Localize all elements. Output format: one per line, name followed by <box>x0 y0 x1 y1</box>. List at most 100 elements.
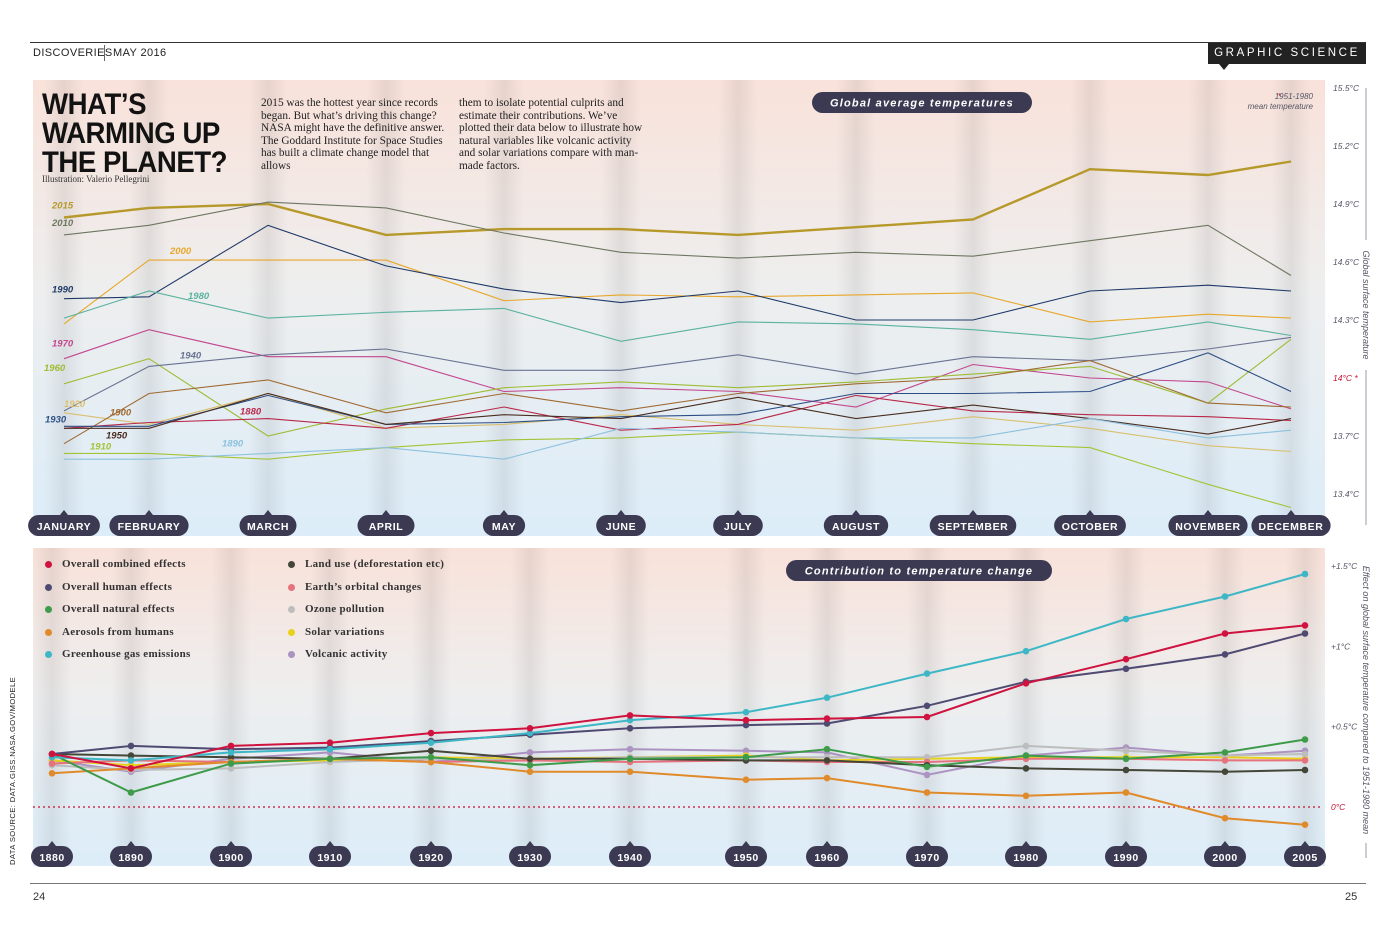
decade-pill <box>210 846 252 867</box>
contribution-point <box>626 725 634 732</box>
contribution-point <box>526 729 534 737</box>
month-pill <box>929 515 1017 536</box>
month-pill <box>482 515 526 536</box>
contribution-point <box>526 761 534 769</box>
month-name: SEPTEMBER <box>938 521 1009 533</box>
year-fold <box>1006 548 1046 866</box>
pill-pointer-icon <box>734 510 742 515</box>
legend-label: Volcanic activity <box>305 648 388 660</box>
year-fold <box>726 548 766 866</box>
decade-text: 1920 <box>418 852 443 864</box>
pill-pointer-icon <box>1204 510 1212 515</box>
month-fold <box>366 80 406 536</box>
month-name: AUGUST <box>832 521 880 533</box>
month-name: JULY <box>724 521 752 533</box>
contribution-point <box>48 770 56 777</box>
y2-tick-label: 0°C <box>1331 802 1346 812</box>
contribution-point <box>923 753 931 761</box>
contribution-point <box>427 753 435 761</box>
title-pill <box>786 560 1052 581</box>
decade-text: 1970 <box>914 852 939 864</box>
legend-swatch-icon <box>288 651 295 658</box>
month-name: JANUARY <box>37 521 92 533</box>
contribution-point <box>923 713 931 721</box>
decade-text: 2005 <box>1292 852 1317 864</box>
month-pill <box>596 515 646 536</box>
year-fold <box>32 548 72 866</box>
temp-series-1990: 1990 <box>63 224 1292 321</box>
temp-series-1960: 1960 <box>63 338 1292 437</box>
decade-pill <box>1284 846 1326 867</box>
contribution-point <box>1301 766 1309 774</box>
contribution-point <box>227 749 235 756</box>
contribution-point <box>526 755 534 763</box>
contribution-point <box>1122 655 1130 663</box>
pill-pointer-icon <box>742 841 750 846</box>
contribution-series-0 <box>51 624 1306 770</box>
decade-label-1980: 1980 <box>1005 841 1047 867</box>
year-fold <box>1106 548 1146 866</box>
decade-pill <box>806 846 848 867</box>
contribution-point <box>526 768 534 775</box>
pill-pointer-icon <box>1022 841 1030 846</box>
badge-pointer-icon <box>1219 64 1229 70</box>
contribution-series-1 <box>51 632 1306 755</box>
series-label-1960: 1960 <box>44 363 66 374</box>
contribution-point <box>1301 570 1309 578</box>
decade-pill <box>1105 846 1147 867</box>
top-chart-title-text: Global average temperatures <box>830 98 1014 110</box>
month-fold <box>44 80 84 536</box>
decade-pill <box>725 846 767 867</box>
contribution-point <box>48 760 56 767</box>
contribution-point <box>427 729 435 737</box>
contribution-point <box>1022 792 1030 800</box>
pill-pointer-icon <box>145 510 153 515</box>
contribution-point <box>1301 750 1309 758</box>
series-label-1900: 1900 <box>110 408 132 419</box>
contribution-point <box>127 752 135 759</box>
month-name: FEBRUARY <box>118 521 181 533</box>
legend-swatch-icon <box>288 561 295 568</box>
legend-label: Aerosols from humans <box>62 625 174 638</box>
series-label-1970: 1970 <box>52 339 74 350</box>
pill-pointer-icon <box>1221 841 1229 846</box>
temp-series-1880: 1880 <box>63 394 1292 431</box>
y2-tick-label: +0.5°C <box>1331 722 1358 732</box>
month-fold <box>1271 80 1311 536</box>
temp-series-2000: 2000 <box>63 259 1292 325</box>
contribution-point <box>1221 593 1229 600</box>
mean-note-marker: * <box>1278 92 1282 101</box>
pill-pointer-icon <box>427 841 435 846</box>
year-fold <box>1205 548 1245 866</box>
month-name: MAY <box>492 521 516 533</box>
y-tick-label: 13.7°C <box>1333 431 1360 441</box>
legend-swatch-icon <box>45 628 52 636</box>
year-fold <box>610 548 650 866</box>
y-tick-label: 14°C * <box>1333 373 1358 383</box>
contribution-series-2 <box>51 738 1306 794</box>
contribution-point <box>127 742 135 750</box>
decade-label-2005: 2005 <box>1284 841 1326 867</box>
title-line-2: WARMING UP <box>42 117 220 150</box>
contribution-point <box>227 753 235 761</box>
contribution-point <box>626 712 634 719</box>
contribution-point <box>742 753 750 761</box>
contribution-point <box>923 789 931 796</box>
month-name: APRIL <box>369 521 404 533</box>
year-fold <box>310 548 350 866</box>
legend-swatch-icon <box>45 583 52 591</box>
contribution-point <box>227 760 235 767</box>
y-tick-label: 13.4°C <box>1333 489 1360 499</box>
series-label-1950: 1950 <box>106 430 128 441</box>
legend-label: Earth’s orbital changes <box>305 580 422 593</box>
month-fold <box>953 80 993 536</box>
temp-series-1890: 1890 <box>64 418 1292 460</box>
data-source: DATA SOURCE: DATA.GISS.NASA.GOV/MODELE <box>8 676 17 865</box>
contribution-point <box>127 789 135 796</box>
pill-pointer-icon <box>264 510 272 515</box>
decade-label-2000: 2000 <box>1204 841 1246 867</box>
contribution-point <box>227 765 235 772</box>
decade-text: 1910 <box>317 852 342 864</box>
page-number-left: 24 <box>33 891 46 903</box>
contribution-point <box>127 757 135 764</box>
